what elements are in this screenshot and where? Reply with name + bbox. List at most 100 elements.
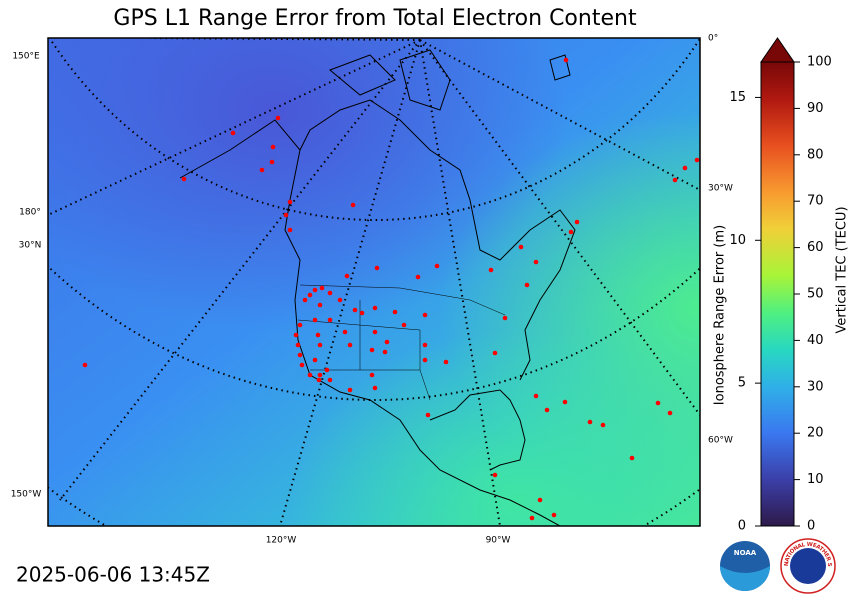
station bbox=[425, 412, 431, 418]
station bbox=[392, 309, 398, 315]
station bbox=[287, 199, 293, 205]
station bbox=[672, 177, 678, 183]
station bbox=[312, 317, 318, 323]
station bbox=[551, 512, 557, 518]
station bbox=[667, 410, 673, 416]
station bbox=[384, 339, 390, 345]
left-tick-label: 15 bbox=[729, 90, 746, 105]
station bbox=[372, 305, 378, 311]
lon-label: 120°W bbox=[266, 536, 297, 546]
station bbox=[275, 115, 281, 121]
station bbox=[317, 372, 323, 378]
graticule-labels: 150°E 180° 30°N 150°W 0° 30°W 60°W 120°W… bbox=[11, 34, 733, 546]
timestamp: 2025-06-06 13:45Z bbox=[16, 563, 210, 587]
station bbox=[544, 407, 550, 413]
station bbox=[327, 377, 333, 383]
station bbox=[297, 322, 303, 328]
right-tick-label: 100 bbox=[807, 55, 832, 70]
station bbox=[347, 342, 353, 348]
station bbox=[574, 219, 580, 225]
colorbar: 0 5 10 15 0 10 20 30 40 50 60 70 80 90 100 Ionosphere … bbox=[713, 37, 850, 534]
station bbox=[374, 265, 380, 271]
right-tick-label: 70 bbox=[807, 194, 824, 209]
station bbox=[524, 282, 530, 288]
station bbox=[327, 317, 333, 323]
lon-label: 60°W bbox=[708, 436, 733, 446]
station bbox=[422, 342, 428, 348]
station bbox=[299, 362, 305, 368]
logo-text: NOAA bbox=[734, 549, 757, 557]
lat-label: 150°W bbox=[11, 490, 42, 500]
station bbox=[317, 302, 323, 308]
right-tick-label: 0 bbox=[807, 519, 815, 534]
station bbox=[492, 350, 498, 356]
logo-disc bbox=[790, 548, 826, 584]
station bbox=[529, 515, 535, 521]
station bbox=[230, 130, 236, 136]
noaa-logo: NOAA bbox=[720, 541, 770, 591]
station bbox=[502, 315, 508, 321]
station bbox=[587, 419, 593, 425]
station bbox=[533, 393, 539, 399]
station bbox=[287, 227, 293, 233]
left-tick-label: 10 bbox=[729, 233, 746, 248]
right-tick-label: 80 bbox=[807, 147, 824, 162]
station bbox=[342, 329, 348, 335]
station bbox=[269, 159, 275, 165]
station bbox=[319, 285, 325, 291]
station bbox=[401, 322, 407, 328]
station bbox=[283, 212, 289, 218]
station bbox=[295, 342, 301, 348]
left-tick-label: 0 bbox=[738, 519, 746, 534]
left-tick-label: 5 bbox=[738, 376, 746, 391]
station bbox=[682, 165, 688, 171]
station bbox=[533, 259, 539, 265]
tec-high bbox=[48, 38, 700, 526]
station bbox=[307, 372, 313, 378]
lon-label: 30°W bbox=[708, 184, 733, 194]
station bbox=[694, 157, 700, 163]
right-tick-label: 40 bbox=[807, 333, 824, 348]
colorbar-extend bbox=[760, 37, 795, 63]
station bbox=[443, 359, 449, 365]
station bbox=[372, 385, 378, 391]
station bbox=[312, 357, 318, 363]
station bbox=[347, 387, 353, 393]
station bbox=[518, 244, 524, 250]
right-tick-label: 60 bbox=[807, 240, 824, 255]
station bbox=[629, 455, 635, 461]
station bbox=[316, 377, 322, 383]
right-tick-label: 30 bbox=[807, 379, 824, 394]
colorbar-scale bbox=[760, 61, 795, 527]
station bbox=[307, 292, 313, 298]
stations bbox=[82, 57, 700, 521]
station bbox=[315, 332, 321, 338]
station bbox=[270, 144, 276, 150]
station bbox=[600, 422, 606, 428]
station bbox=[382, 349, 388, 355]
map-frame bbox=[47, 37, 701, 527]
station bbox=[297, 352, 303, 358]
station bbox=[293, 332, 299, 338]
station bbox=[82, 362, 88, 368]
station bbox=[302, 297, 308, 303]
station bbox=[369, 372, 375, 378]
station bbox=[317, 342, 323, 348]
lat-label: 30°N bbox=[19, 241, 42, 251]
lon-label: 0° bbox=[708, 34, 718, 44]
station bbox=[422, 357, 428, 363]
station bbox=[259, 167, 265, 173]
lat-label: 150°E bbox=[12, 52, 40, 62]
station bbox=[350, 202, 356, 208]
station bbox=[563, 57, 569, 63]
logo-wave bbox=[720, 566, 770, 591]
station bbox=[181, 176, 187, 182]
station bbox=[372, 329, 378, 335]
lat-label: 180° bbox=[19, 208, 41, 218]
station bbox=[655, 400, 661, 406]
right-tick-label: 10 bbox=[807, 472, 824, 487]
title: GPS L1 Range Error from Total Electron C… bbox=[113, 6, 637, 31]
